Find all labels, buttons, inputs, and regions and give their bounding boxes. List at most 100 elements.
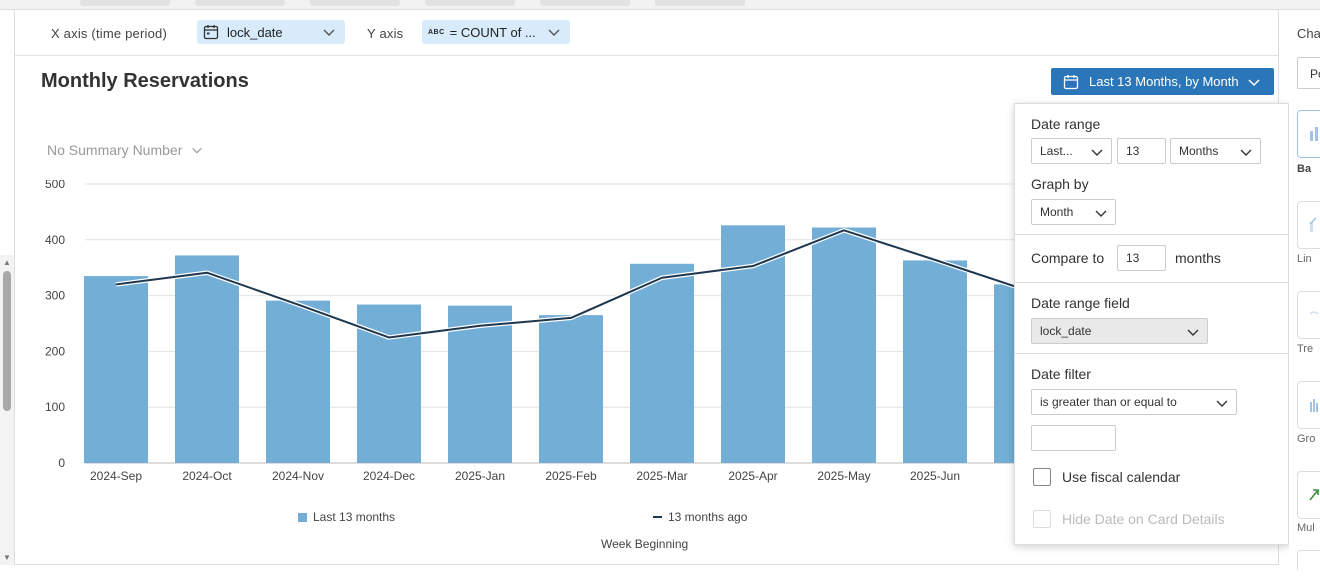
summary-label: No Summary Number	[47, 142, 183, 158]
fiscal-calendar-checkbox[interactable]	[1033, 468, 1051, 486]
date-range-popover: Date range Last... 13 Months Graph by Mo…	[1014, 103, 1289, 545]
summary-number-select[interactable]: No Summary Number	[47, 142, 204, 158]
chart-type-heading: Cha	[1297, 26, 1320, 41]
date-filter-section: Date filter is greater than or equal to …	[1015, 354, 1288, 544]
y-axis-label: Y axis	[367, 26, 404, 41]
legend-item-13-months-ago[interactable]: 13 months ago	[653, 510, 747, 524]
scroll-up-icon[interactable]: ▲	[3, 258, 11, 267]
x-tick-label: 2025-Jan	[455, 469, 505, 483]
chart-type-tile-bar[interactable]	[1297, 110, 1320, 158]
bar-2025-Jun[interactable]	[903, 260, 967, 463]
grouped-bar-icon	[1310, 399, 1318, 412]
compare-count-value: 13	[1126, 251, 1140, 265]
x-axis-field-select[interactable]: lock_date	[197, 20, 345, 44]
hide-date-checkbox[interactable]	[1033, 510, 1051, 528]
x-axis-label: X axis (time period)	[51, 26, 167, 41]
range-count-value: 13	[1126, 144, 1140, 158]
chart-type-tile-more[interactable]	[1297, 550, 1320, 570]
bar-2025-Apr[interactable]	[721, 225, 785, 463]
chart-type-tile-line[interactable]	[1297, 201, 1320, 249]
chart-type-label: Ba	[1297, 163, 1312, 175]
bar-2025-Mar[interactable]	[630, 263, 694, 463]
compare-unit-label: months	[1175, 250, 1221, 266]
legend-swatch-line	[653, 516, 662, 518]
chevron-down-icon	[1187, 329, 1199, 336]
x-tick-label: 2025-May	[817, 469, 870, 483]
date-filter-label: Date filter	[1031, 366, 1091, 382]
range-unit-select[interactable]: Months	[1170, 138, 1261, 164]
date-range-label: Date range	[1031, 116, 1101, 132]
x-tick-label: 2025-Apr	[728, 469, 777, 483]
line-chart-icon	[1309, 217, 1317, 232]
bar-chart-icon	[1310, 127, 1318, 141]
y-tick-label: 100	[45, 400, 65, 414]
card-title[interactable]: Monthly Reservations	[41, 70, 249, 92]
graph-by-label: Graph by	[1031, 176, 1089, 192]
range-type-select[interactable]: Last...	[1031, 138, 1112, 164]
bar-2024-Sep[interactable]	[84, 276, 148, 463]
scrollbar-thumb[interactable]	[3, 271, 11, 411]
text-type-icon: ABC	[428, 28, 445, 36]
graph-by-select[interactable]: Month	[1031, 199, 1116, 225]
x-axis-field-value: lock_date	[227, 24, 283, 40]
y-tick-label: 400	[45, 233, 65, 247]
range-type-value: Last...	[1040, 144, 1073, 158]
chart-type-rail: Cha Po Ba Lin Tre Gro Mul	[1289, 10, 1320, 570]
y-axis-field-select[interactable]: ABC = COUNT of ...	[422, 20, 570, 44]
bar-2024-Nov[interactable]	[266, 300, 330, 463]
top-tab-strip	[0, 0, 1320, 10]
date-range-section: Date range Last... 13 Months Graph by Mo…	[1015, 104, 1288, 235]
compare-section: Compare to 13 months	[1015, 235, 1288, 283]
chart-type-search-input[interactable]: Po	[1297, 57, 1320, 89]
x-tick-label: 2024-Dec	[363, 469, 415, 483]
chevron-down-icon	[323, 29, 335, 36]
chart-type-tile-trend[interactable]	[1297, 291, 1320, 339]
legend-label: 13 months ago	[668, 510, 748, 524]
date-range-button-label: Last 13 Months, by Month	[1089, 74, 1239, 89]
chart-type-tile-multi[interactable]	[1297, 471, 1320, 519]
y-tick-label: 0	[58, 456, 65, 470]
scroll-down-icon[interactable]: ▼	[3, 553, 11, 562]
trend-chart-icon	[1309, 311, 1319, 315]
date-field-select[interactable]: lock_date	[1031, 318, 1208, 344]
hide-date-label: Hide Date on Card Details	[1062, 511, 1225, 527]
date-filter-operator-select[interactable]: is greater than or equal to	[1031, 389, 1237, 415]
x-tick-label: 2025-Feb	[545, 469, 597, 483]
legend-item-last-13-months[interactable]: Last 13 months	[298, 510, 395, 524]
chevron-down-icon	[1095, 210, 1107, 217]
compare-label: Compare to	[1031, 250, 1105, 266]
x-tick-label: 2025-Jun	[910, 469, 960, 483]
date-filter-operator-value: is greater than or equal to	[1040, 395, 1177, 409]
date-filter-value-input[interactable]	[1031, 425, 1116, 451]
chevron-down-icon	[1248, 79, 1260, 87]
x-tick-label: 2024-Oct	[182, 469, 232, 483]
y-axis-field-value: = COUNT of ...	[449, 24, 536, 40]
bar-2024-Oct[interactable]	[175, 255, 239, 463]
x-axis-title: Week Beginning	[601, 537, 689, 551]
multi-value-icon	[1309, 489, 1319, 501]
chart-type-label: Gro	[1297, 433, 1316, 445]
date-field-label: Date range field	[1031, 295, 1130, 311]
chevron-down-icon	[192, 147, 203, 154]
chart-type-search-value: Po	[1310, 67, 1320, 81]
bar-2025-Jan[interactable]	[448, 305, 512, 463]
range-count-input[interactable]: 13	[1117, 138, 1166, 164]
bar-line-chart: 0 100 200 300 400 500 2024-Sep 2024-Oct 2024-Nov…	[45, 180, 1035, 483]
comparison-line[interactable]	[115, 229, 1027, 339]
bar-2025-Feb[interactable]	[539, 315, 603, 463]
chevron-down-icon	[1216, 400, 1228, 407]
chevron-down-icon	[1091, 149, 1103, 156]
legend-swatch-bar	[298, 512, 307, 522]
calendar-icon	[203, 25, 219, 40]
date-field-value: lock_date	[1040, 324, 1092, 338]
chart-type-tile-grouped[interactable]	[1297, 381, 1320, 429]
date-field-section: Date range field lock_date	[1015, 283, 1288, 354]
y-tick-label: 200	[45, 344, 65, 358]
vertical-scrollbar[interactable]: ▲ ▼	[0, 255, 14, 565]
date-range-button[interactable]: Last 13 Months, by Month	[1051, 68, 1274, 95]
chart-type-label: Lin	[1297, 253, 1312, 265]
calendar-icon	[1063, 74, 1079, 89]
bar-2025-May[interactable]	[812, 227, 876, 463]
compare-count-input[interactable]: 13	[1117, 245, 1166, 271]
graph-by-value: Month	[1040, 205, 1074, 219]
